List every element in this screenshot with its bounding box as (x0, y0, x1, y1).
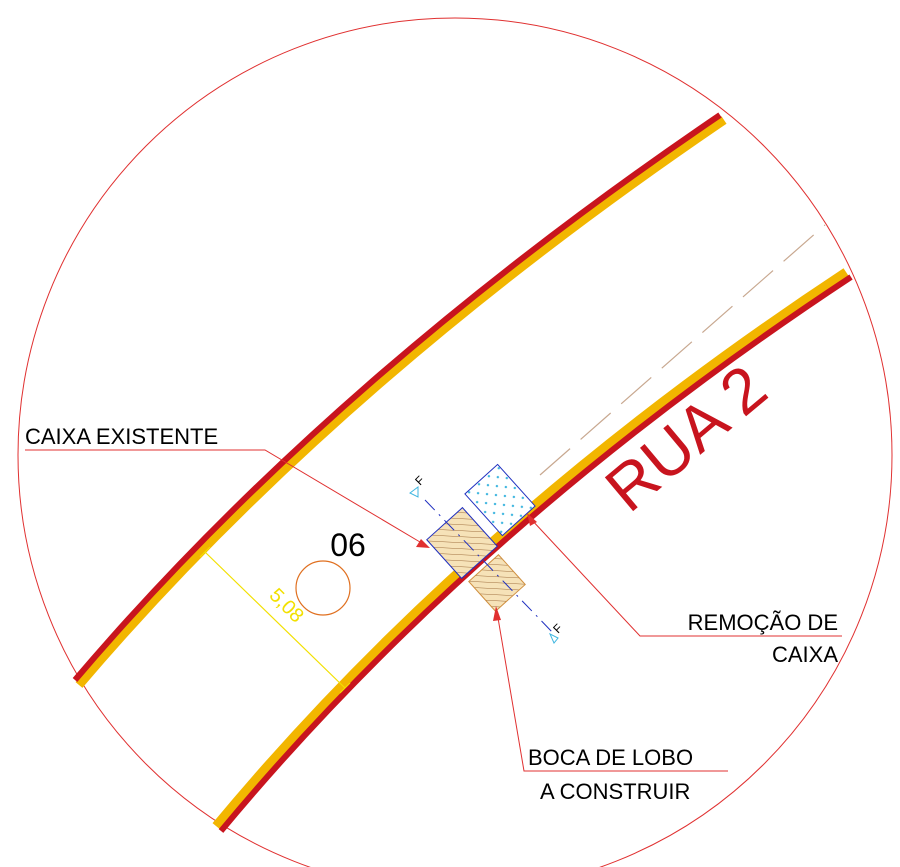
curb-red (72, 112, 722, 682)
leader (529, 517, 842, 637)
leader (25, 449, 426, 546)
curb-yellow (75, 116, 727, 688)
label: REMOÇÃO DE (688, 610, 838, 635)
section-label: F (550, 621, 565, 636)
removal-box (464, 463, 536, 537)
dimension-label: 5,08 (265, 584, 308, 627)
centerline (539, 224, 826, 476)
curb-red (218, 274, 853, 833)
dimension-tick (199, 546, 211, 558)
leader-arrow (416, 539, 430, 548)
label: CAIXA EXISTENTE (25, 424, 218, 449)
existing-manhole (295, 560, 351, 616)
leader-arrow (493, 606, 501, 621)
inlet-box (468, 554, 526, 612)
leader-arrow (527, 513, 537, 526)
label: CAIXA (772, 642, 838, 667)
section-line (424, 499, 556, 636)
label: BOCA DE LOBO (528, 745, 693, 770)
section-arrow (409, 486, 419, 498)
leader (496, 611, 728, 772)
dimension-tick (339, 682, 351, 694)
section-arrow (548, 632, 559, 644)
detail-circle (17, 17, 893, 867)
dimension-line (204, 551, 346, 689)
curb-yellow (212, 268, 849, 829)
existing-box (426, 506, 498, 580)
section-label: F (412, 473, 427, 488)
label: A CONSTRUIR (540, 779, 690, 804)
box-number: 06 (330, 527, 366, 563)
